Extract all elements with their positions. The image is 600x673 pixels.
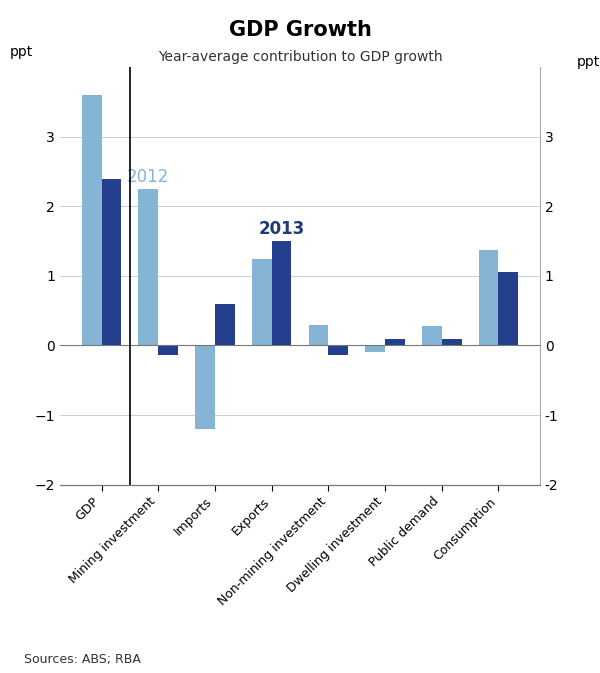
Bar	[308, 324, 328, 345]
Text: Year-average contribution to GDP growth: Year-average contribution to GDP growth	[158, 50, 442, 65]
Bar	[195, 345, 215, 429]
Bar	[479, 250, 499, 345]
Bar	[139, 189, 158, 345]
Bar	[272, 241, 292, 345]
Bar	[422, 326, 442, 345]
Y-axis label: ppt: ppt	[577, 55, 599, 69]
Bar	[158, 345, 178, 355]
Bar	[252, 258, 272, 345]
Bar	[215, 304, 235, 345]
Bar	[101, 178, 121, 345]
Bar	[385, 339, 405, 345]
Text: Sources: ABS; RBA: Sources: ABS; RBA	[24, 653, 141, 666]
Text: GDP Growth: GDP Growth	[229, 20, 371, 40]
Bar	[82, 95, 101, 345]
Bar	[442, 339, 461, 345]
Y-axis label: ppt: ppt	[10, 45, 33, 59]
Text: 2013: 2013	[259, 219, 305, 238]
Bar	[365, 345, 385, 353]
Text: 2012: 2012	[127, 168, 170, 186]
Bar	[499, 273, 518, 345]
Bar	[328, 345, 348, 355]
